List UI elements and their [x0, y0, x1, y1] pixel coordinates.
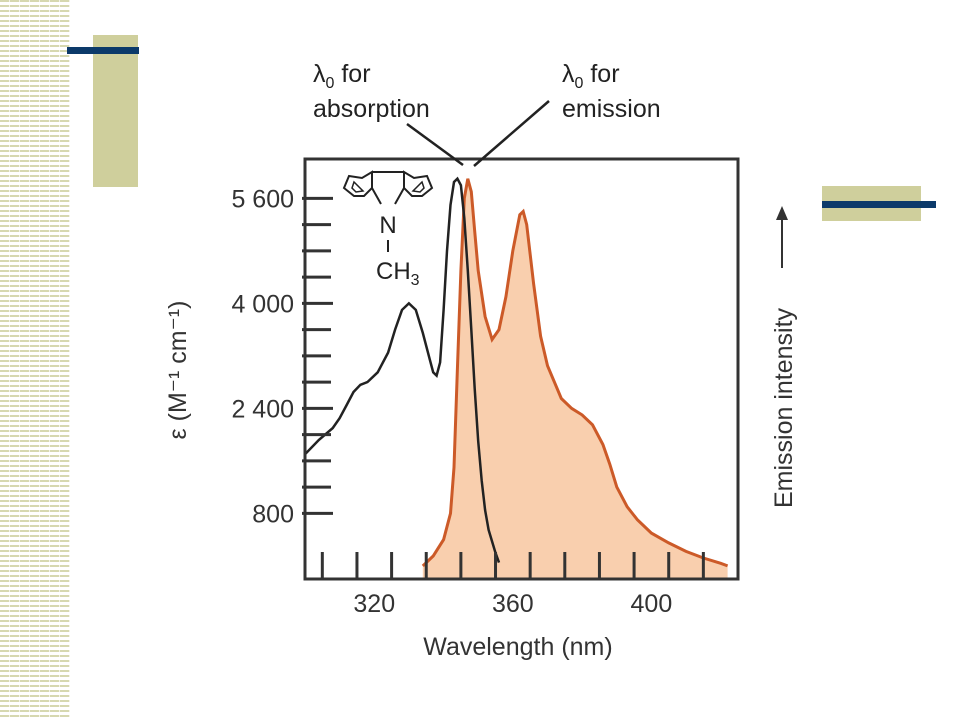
svg-text:λ0 for: λ0 for [562, 60, 620, 92]
nitrogen-atom-label: N [379, 212, 396, 239]
emission-lambda: λ [562, 60, 575, 88]
absorption-curve [305, 176, 501, 564]
methyl-group-subscript: 3 [411, 272, 420, 289]
emission-annotation: λ0 for emission [473, 60, 661, 167]
right-ring-to-n-bond [394, 187, 405, 205]
x-tick-label: 400 [631, 590, 673, 618]
y-tick-label: 5 600 [231, 185, 294, 213]
y-tick-label: 2 400 [231, 395, 294, 423]
absorption-for: for [334, 60, 370, 88]
svg-text:CH3: CH3 [376, 258, 420, 289]
x-tick-label: 360 [492, 590, 534, 618]
left-ring-to-n-bond [371, 187, 382, 205]
top-left-accent-bar [67, 47, 139, 54]
x-tick-label: 320 [353, 590, 395, 618]
right-inner-ring [411, 180, 425, 193]
left-inner-ring [351, 180, 365, 193]
methyl-group-label: CH [376, 258, 411, 285]
absorption-annotation: λ0 for absorption [313, 60, 464, 167]
top-left-accent-block [93, 35, 138, 187]
y-axis-label: ε (M⁻¹ cm⁻¹) [164, 301, 192, 440]
emission-word: emission [562, 95, 661, 123]
emission-pointer-line [473, 100, 550, 167]
emission-intensity-label: Emission intensity [770, 307, 798, 508]
left-benzene-ring [342, 170, 373, 197]
absorption-word: absorption [313, 95, 430, 123]
emission-for: for [583, 60, 619, 88]
emission-intensity-arrowhead [776, 206, 788, 220]
right-accent-bar [822, 201, 936, 208]
absorption-lambda: λ [313, 60, 326, 88]
svg-text:λ0 for: λ0 for [313, 60, 371, 92]
emission-curve [421, 178, 729, 568]
plot-frame [303, 157, 740, 581]
emission-fill-area [422, 178, 728, 579]
y-tick-label: 800 [252, 500, 294, 528]
absorption-lambda-subscript: 0 [326, 75, 335, 92]
y-tick-label: 4 000 [231, 290, 294, 318]
right-benzene-ring [403, 170, 434, 197]
left-stripe-decoration [0, 0, 70, 720]
x-axis-label: Wavelength (nm) [423, 633, 612, 661]
absorption-pointer-line [406, 122, 464, 167]
n-methylcarbazole-structure [342, 170, 434, 252]
emission-lambda-subscript: 0 [575, 75, 584, 92]
